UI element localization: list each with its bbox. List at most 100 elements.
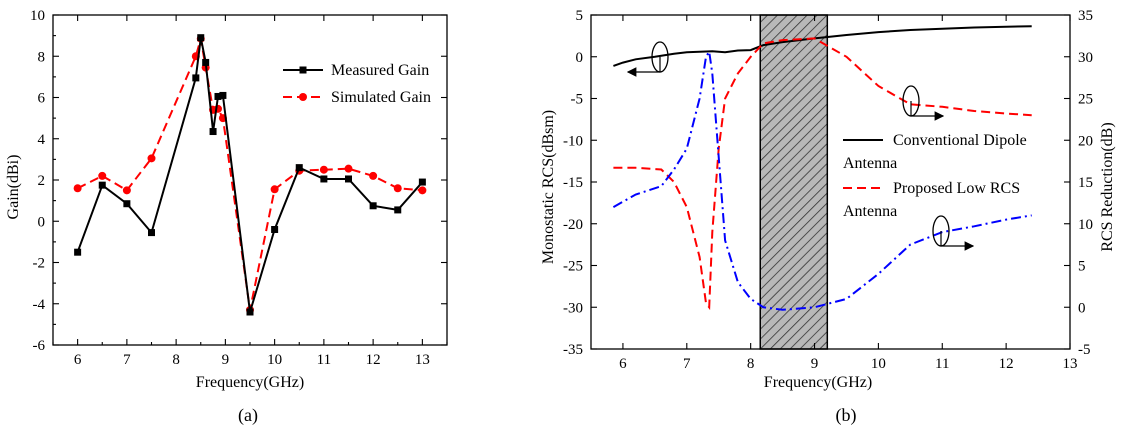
gain-chart: 6 7 8 9 10 11 12 13 -6 -4 -2 0 2 4 6 8 10 Measured Gain S… xyxy=(5,8,448,426)
gain-x-tick-label: 7 xyxy=(123,352,131,368)
measured-gain-point xyxy=(202,58,210,66)
measured-gain-point xyxy=(345,175,352,183)
simulated-gain-point xyxy=(73,184,82,193)
gain-legend: Measured Gain Simulated Gain xyxy=(283,62,431,106)
legend-simulated-gain-label: Simulated Gain xyxy=(331,89,431,106)
rcs-y2-tick-label: -5 xyxy=(1078,342,1091,358)
measured-gain-point xyxy=(295,164,303,172)
gain-x-tick-label: 6 xyxy=(74,352,82,368)
measured-gain-point xyxy=(197,34,205,42)
measured-gain-point xyxy=(320,175,328,183)
gain-x-axis-title: Frequency(GHz) xyxy=(196,374,304,391)
measured-gain-point xyxy=(98,181,106,189)
rcs-y2-tick-label: 15 xyxy=(1078,175,1093,191)
measured-gain-point xyxy=(214,92,222,100)
rcs-right-y-axis-title: RCS Reduction(dB) xyxy=(1099,122,1116,251)
highlighted-frequency-band xyxy=(759,14,829,350)
rcs-y2-tick-label: 20 xyxy=(1078,133,1093,149)
proposed-low-rcs-line xyxy=(613,37,1032,311)
axis-indicator-annotations xyxy=(626,41,975,251)
conventional-dipole-line xyxy=(613,25,1032,67)
simulated-gain-point xyxy=(393,184,402,193)
rcs-x-tick-label: 7 xyxy=(683,356,691,372)
legend-conventional-dipole-label-line1: Conventional Dipole xyxy=(893,132,1027,149)
rcs-y-tick-label: 0 xyxy=(576,50,584,66)
axis-indicator-arrow xyxy=(910,101,945,121)
gain-y-tick-label: -2 xyxy=(33,256,46,272)
measured-gain-point xyxy=(192,74,200,82)
rcs-y-tick-label: 5 xyxy=(576,8,584,24)
gain-y-axis-title: Gain(dBi) xyxy=(5,155,22,220)
rcs-y-tick-label: -30 xyxy=(563,300,583,316)
simulated-gain-point xyxy=(418,186,427,195)
simulated-gain-point xyxy=(319,165,328,174)
measured-gain-point xyxy=(271,226,279,233)
rcs-x-tick-label: 11 xyxy=(935,356,949,372)
rcs-x-tick-label: 6 xyxy=(619,356,627,372)
gain-x-tick-label: 11 xyxy=(317,352,331,368)
gain-y-tick-label: 0 xyxy=(38,214,46,230)
simulated-gain-point xyxy=(344,164,353,173)
gain-y-tick-label: 4 xyxy=(38,132,46,148)
rcs-x-tick-label: 9 xyxy=(811,356,819,372)
simulated-gain-point xyxy=(369,171,378,180)
gain-x-tick-label: 9 xyxy=(222,352,230,368)
rcs-x-tick-label: 10 xyxy=(871,356,886,372)
gain-y-tick-label: 10 xyxy=(30,8,45,24)
measured-gain-point xyxy=(246,308,254,316)
gain-y-tick-label: 8 xyxy=(38,49,46,65)
axis-indicator-arrow xyxy=(626,57,661,77)
measured-gain-point xyxy=(394,206,402,214)
panel-a-label: (a) xyxy=(238,405,258,426)
rcs-y-tick-label: -20 xyxy=(563,217,583,233)
rcs-y2-tick-label: 5 xyxy=(1078,259,1086,275)
measured-gain-point xyxy=(209,128,217,136)
simulated-gain-point xyxy=(270,185,279,194)
rcs-left-y-axis-title: Monostatic RCS(dBsm) xyxy=(540,110,557,264)
rcs-x-tick-label: 8 xyxy=(747,356,755,372)
rcs-y-tick-label: -15 xyxy=(563,175,583,191)
simulated-gain-point xyxy=(147,154,156,163)
legend-proposed-low-rcs-label-line2: Antenna xyxy=(843,203,897,220)
measured-gain-point xyxy=(74,248,82,256)
measured-gain-point xyxy=(148,229,155,237)
legend-proposed-low-rcs-label-line1: Proposed Low RCS xyxy=(893,180,1020,197)
rcs-y-tick-label: -10 xyxy=(563,133,583,149)
gain-y-tick-label: 2 xyxy=(38,173,46,189)
legend-conventional-dipole-label-line2: Antenna xyxy=(843,155,897,172)
rcs-y-tick-label: -25 xyxy=(563,259,583,275)
rcs-y-tick-label: -35 xyxy=(563,342,583,358)
gain-y-tick-label: 6 xyxy=(38,91,46,107)
rcs-x-axis-title: Frequency(GHz) xyxy=(764,374,872,391)
rcs-y2-tick-label: 30 xyxy=(1078,50,1093,66)
gain-x-tick-label: 10 xyxy=(267,352,282,368)
rcs-y2-tick-label: 10 xyxy=(1078,217,1093,233)
rcs-y2-tick-label: 35 xyxy=(1078,8,1093,24)
measured-gain-point xyxy=(219,91,227,99)
legend-simulated-gain-marker xyxy=(299,93,307,101)
panel-b-label: (b) xyxy=(836,405,857,426)
gain-x-tick-label: 13 xyxy=(415,352,430,368)
simulated-gain-point xyxy=(122,186,131,195)
gain-y-tick-label: -6 xyxy=(33,338,46,354)
rcs-y2-tick-label: 0 xyxy=(1078,300,1086,316)
simulated-gain-line xyxy=(77,38,423,311)
measured-gain-point xyxy=(369,202,377,210)
gain-x-tick-label: 12 xyxy=(366,352,381,368)
rcs-y2-tick-label: 25 xyxy=(1078,92,1093,108)
measured-gain-point xyxy=(418,178,426,186)
gain-y-tick-label: -4 xyxy=(33,297,46,313)
rcs-legend: Conventional Dipole Antenna Proposed Low R… xyxy=(843,132,1027,220)
legend-measured-gain-label: Measured Gain xyxy=(331,62,429,79)
axis-indicator-arrow xyxy=(940,231,975,251)
rcs-reduction-line xyxy=(612,48,1032,311)
rcs-x-tick-label: 12 xyxy=(999,356,1014,372)
rcs-chart: 6 7 8 9 10 11 12 13 -35 -30 -25 -20 -15 -10 -5 0 5 -5 0 5 10… xyxy=(540,8,1116,426)
rcs-y-tick-label: -5 xyxy=(571,92,584,108)
measured-gain-point xyxy=(123,200,131,208)
rcs-x-tick-label: 13 xyxy=(1063,356,1078,372)
legend-measured-gain-marker xyxy=(299,66,307,74)
gain-x-tick-label: 8 xyxy=(172,352,180,368)
simulated-gain-point xyxy=(98,171,107,180)
